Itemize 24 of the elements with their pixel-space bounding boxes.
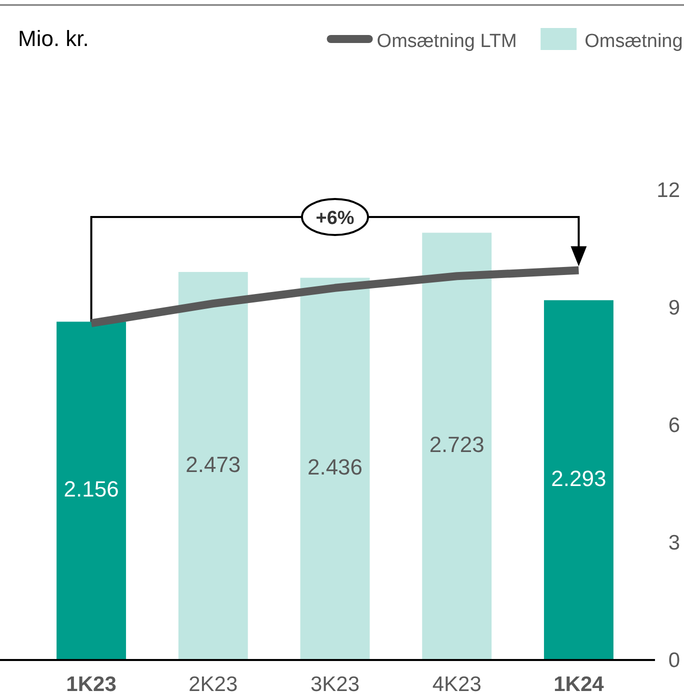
y2-tick-label: 0	[668, 649, 680, 672]
data-label: 2.436	[307, 454, 363, 480]
data-label: 2.723	[429, 432, 484, 458]
y2-tick-label: 12	[656, 179, 680, 202]
text: Mio. kr.	[18, 26, 89, 51]
bar	[178, 272, 248, 660]
text: +6%	[316, 208, 354, 229]
x-tick-label: 1K23	[66, 673, 116, 696]
x-tick-label: 3K23	[310, 673, 360, 696]
x-tick-label: 1K24	[554, 673, 604, 696]
bar	[544, 300, 614, 660]
bar	[422, 232, 492, 660]
data-label: 2.156	[64, 476, 119, 502]
data-label: 2.293	[551, 466, 606, 491]
bar	[300, 278, 370, 660]
data-label: 2.473	[186, 452, 241, 477]
x-tick-label: 4K23	[432, 673, 482, 696]
bar	[56, 322, 126, 660]
y2-tick-label: 3	[668, 532, 680, 554]
x-tick-label: 2K23	[188, 673, 238, 696]
legend-label: Omsætning	[584, 31, 683, 52]
legend-label: Omsætning LTM	[376, 31, 517, 52]
y2-tick-label: 6	[668, 414, 680, 437]
y2-tick-label: 9	[668, 296, 680, 320]
